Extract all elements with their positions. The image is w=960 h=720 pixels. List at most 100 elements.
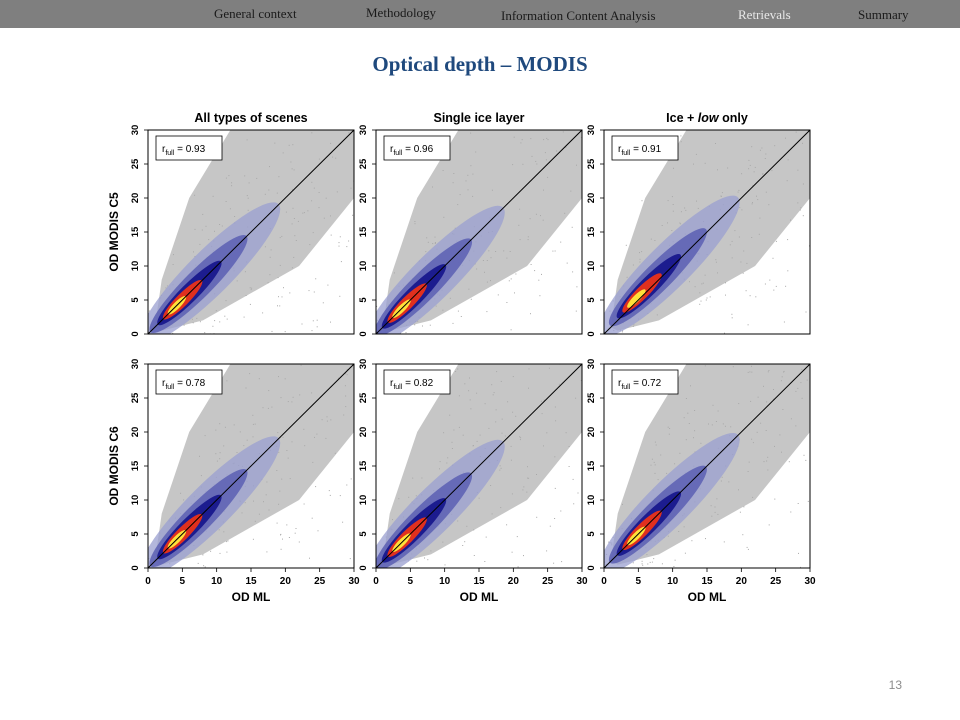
y-tick-label: 10 <box>586 495 597 506</box>
y-tick-label: 15 <box>586 460 597 471</box>
x-tick-label: 20 <box>280 576 292 587</box>
x-tick-label: 30 <box>348 576 360 587</box>
nav-item-information-content-analysis[interactable]: Information Content Analysis <box>501 8 656 23</box>
scatter-panel-5: rfull = 0.82 0 5 10 15 20 25 30 0 5 10 15 20 25 30 OD M… <box>358 359 588 604</box>
correlation-label: rfull = 0.72 <box>618 378 662 391</box>
panel-title: Ice + low only <box>666 111 748 125</box>
y-tick-label: 0 <box>130 565 141 570</box>
nav-item-retrievals[interactable]: Retrievals <box>738 7 791 22</box>
y-tick-label: 20 <box>586 193 597 204</box>
y-tick-label: 10 <box>586 261 597 272</box>
x-tick-label: 0 <box>601 576 607 587</box>
y-tick-label: 20 <box>586 427 597 438</box>
x-tick-label: 25 <box>314 576 326 587</box>
nav-item-general-context[interactable]: General context <box>214 6 297 21</box>
y-tick-label: 0 <box>130 331 141 336</box>
y-tick-label: 30 <box>586 359 597 370</box>
one-to-one-line <box>148 364 354 568</box>
plot-area <box>604 364 810 568</box>
one-to-one-line <box>376 130 582 334</box>
scatter-panel-1: rfull = 0.93 All types of scenes 0 5 10 15 20 2… <box>107 111 355 337</box>
y-tick-label: 0 <box>586 565 597 570</box>
y-tick-label: 30 <box>358 359 369 370</box>
y-tick-label: 10 <box>358 261 369 272</box>
y-tick-label: 20 <box>130 193 141 204</box>
x-tick-label: 5 <box>408 576 414 587</box>
x-tick-label: 30 <box>576 576 588 587</box>
y-tick-label: 10 <box>358 495 369 506</box>
y-tick-label: 25 <box>358 158 369 169</box>
nav-item-methodology[interactable]: Methodology <box>366 5 437 20</box>
y-tick-label: 20 <box>358 427 369 438</box>
y-tick-label: 30 <box>130 125 141 136</box>
correlation-box <box>155 369 223 395</box>
x-tick-label: 30 <box>804 576 816 587</box>
correlation-box <box>611 369 679 395</box>
y-tick-label: 15 <box>586 226 597 237</box>
one-to-one-line <box>604 130 810 334</box>
scatter-panel-4: rfull = 0.78 0 5 10 15 20 25 30 0 5 10 15 20 25 30 OD M… <box>107 359 360 604</box>
x-tick-label: 10 <box>211 576 223 587</box>
x-tick-label: 10 <box>667 576 679 587</box>
x-axis-label: OD ML <box>460 590 499 604</box>
y-tick-label: 5 <box>358 297 369 303</box>
y-tick-label: 25 <box>130 158 141 169</box>
y-tick-label: 30 <box>130 359 141 370</box>
y-tick-label: 10 <box>130 261 141 272</box>
plot-area <box>376 364 582 568</box>
plot-area <box>376 130 582 334</box>
x-tick-label: 5 <box>636 576 642 587</box>
y-tick-label: 0 <box>358 331 369 336</box>
correlation-label: rfull = 0.93 <box>162 144 206 157</box>
x-tick-label: 15 <box>245 576 257 587</box>
correlation-box <box>611 135 679 161</box>
y-tick-label: 5 <box>130 531 141 537</box>
one-to-one-line <box>376 364 582 568</box>
x-tick-label: 15 <box>701 576 713 587</box>
y-tick-label: 5 <box>358 531 369 537</box>
scatter-panel-3: rfull = 0.91 Ice + low only 0 5 10 15 20 25 30 <box>586 111 811 337</box>
y-tick-label: 15 <box>130 460 141 471</box>
y-tick-label: 30 <box>358 125 369 136</box>
x-tick-label: 20 <box>736 576 748 587</box>
one-to-one-line <box>148 130 354 334</box>
panel-title: Single ice layer <box>433 111 524 125</box>
y-tick-label: 25 <box>586 392 597 403</box>
correlation-label: rfull = 0.78 <box>162 378 206 391</box>
y-tick-label: 15 <box>358 226 369 237</box>
one-to-one-line <box>604 364 810 568</box>
correlation-box <box>383 135 451 161</box>
y-tick-label: 25 <box>586 158 597 169</box>
y-tick-label: 5 <box>130 297 141 303</box>
y-tick-label: 15 <box>358 460 369 471</box>
x-tick-label: 25 <box>770 576 782 587</box>
y-tick-label: 0 <box>358 565 369 570</box>
slide-title: Optical depth – MODIS <box>372 52 588 76</box>
x-tick-label: 0 <box>145 576 151 587</box>
correlation-label: rfull = 0.82 <box>390 378 434 391</box>
x-axis-label: OD ML <box>232 590 271 604</box>
nav-item-summary[interactable]: Summary <box>858 7 909 22</box>
x-tick-label: 10 <box>439 576 451 587</box>
y-tick-label: 5 <box>586 531 597 537</box>
y-tick-label: 10 <box>130 495 141 506</box>
y-tick-label: 5 <box>586 297 597 303</box>
scatter-panel-2: rfull = 0.96 Single ice layer 0 5 10 15 20 25 30 <box>358 111 583 337</box>
y-tick-label: 0 <box>586 331 597 336</box>
correlation-label: rfull = 0.96 <box>390 144 434 157</box>
x-tick-label: 5 <box>180 576 186 587</box>
x-tick-label: 25 <box>542 576 554 587</box>
panel-title: All types of scenes <box>194 111 307 125</box>
correlation-label: rfull = 0.91 <box>618 144 662 157</box>
density-level-5 <box>627 289 646 308</box>
y-tick-label: 20 <box>130 427 141 438</box>
y-tick-label: 15 <box>130 226 141 237</box>
plot-area <box>148 130 354 334</box>
page-number: 13 <box>888 678 902 692</box>
y-tick-label: 25 <box>358 392 369 403</box>
scatter-panel-6: rfull = 0.72 0 5 10 15 20 25 30 0 5 10 15 20 25 30 OD M… <box>586 359 816 604</box>
plot-area <box>604 130 810 334</box>
x-tick-label: 20 <box>508 576 520 587</box>
top-nav-bar: General context Methodology Information … <box>0 0 960 28</box>
y-tick-label: 25 <box>130 392 141 403</box>
